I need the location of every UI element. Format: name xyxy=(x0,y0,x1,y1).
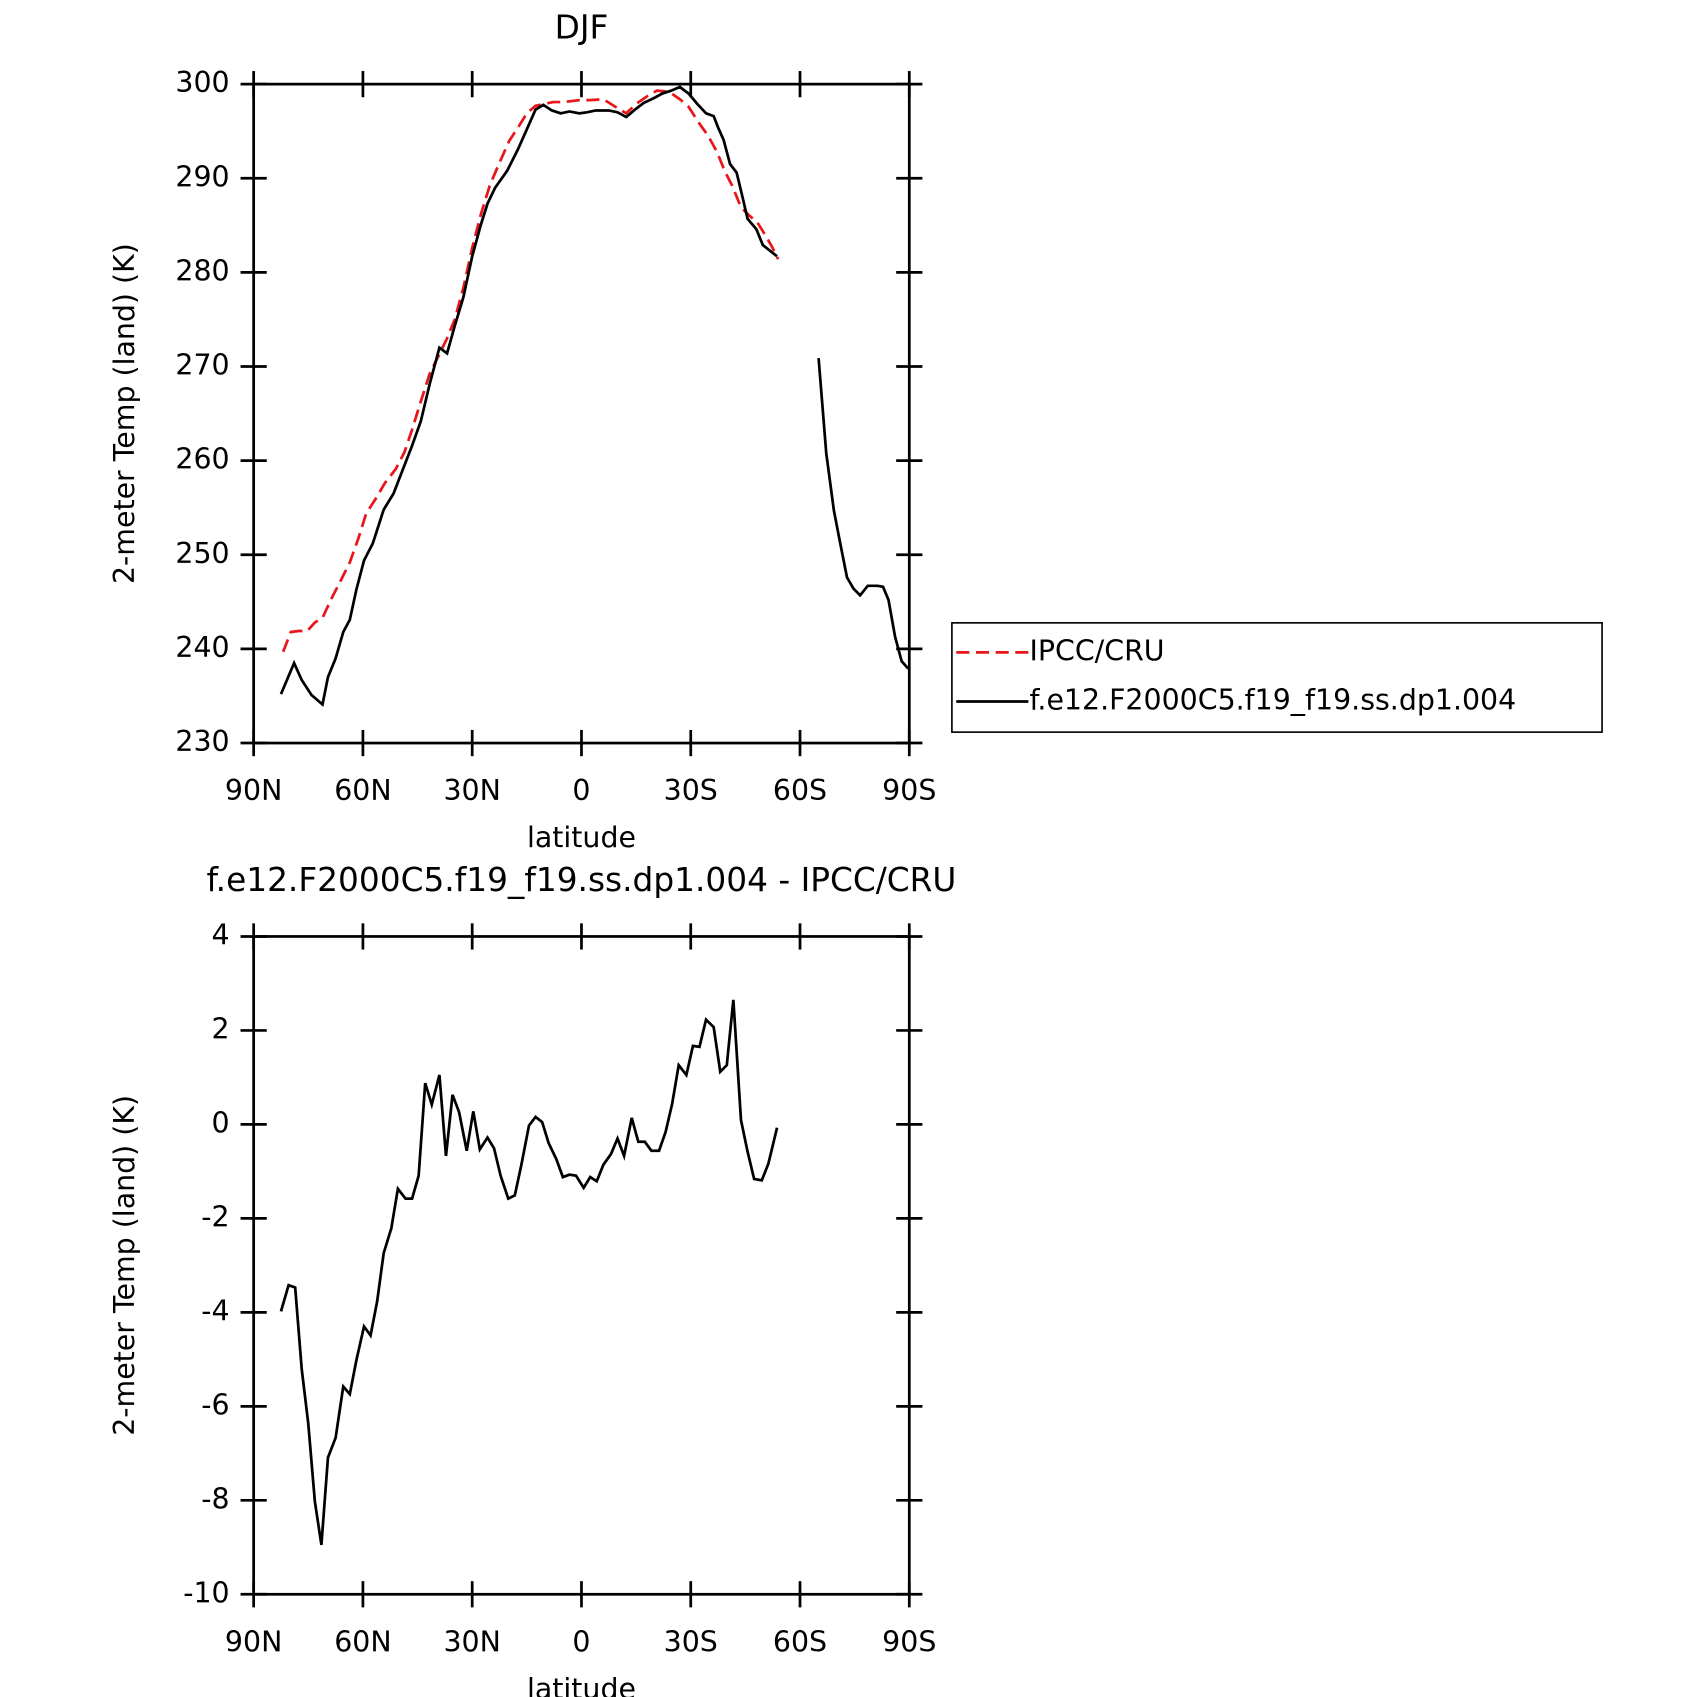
x-tick-label: 60N xyxy=(334,774,391,807)
x-tick-label: 90S xyxy=(882,1625,936,1658)
x-axis-label: latitude xyxy=(527,1672,636,1697)
x-tick-label: 60S xyxy=(773,1625,827,1658)
legend-box xyxy=(951,622,1603,733)
y-tick-label: 2 xyxy=(212,1012,230,1045)
x-tick-label: 90N xyxy=(225,774,282,807)
x-tick-label: 30N xyxy=(443,1625,500,1658)
data-line xyxy=(279,85,910,708)
y-axis-label: 2-meter Temp (land) (K) xyxy=(108,1095,141,1436)
y-tick-label: -8 xyxy=(201,1482,229,1515)
y-tick-label: 290 xyxy=(175,160,229,193)
y-tick-label: -2 xyxy=(201,1200,229,1233)
legend-label: f.e12.F2000C5.f19_f19.ss.dp1.004 xyxy=(1029,684,1516,717)
x-tick-label: 30N xyxy=(443,774,500,807)
y-tick-label: 270 xyxy=(175,349,229,382)
y-tick-label: 300 xyxy=(175,66,229,99)
x-tick-label: 0 xyxy=(572,774,590,807)
y-axis-label: 2-meter Temp (land) (K) xyxy=(108,243,141,584)
y-tick-label: -6 xyxy=(201,1388,229,1421)
plot-frame xyxy=(252,935,911,1596)
x-tick-label: 30S xyxy=(664,774,718,807)
chart-title: DJF xyxy=(555,9,609,47)
x-tick-label: 60S xyxy=(773,774,827,807)
x-tick-label: 90N xyxy=(225,1625,282,1658)
x-tick-label: 30S xyxy=(664,1625,718,1658)
data-line xyxy=(279,999,779,1546)
legend-label: IPCC/CRU xyxy=(1029,634,1164,667)
x-axis-label: latitude xyxy=(527,821,636,854)
data-line xyxy=(281,89,780,653)
y-tick-label: 240 xyxy=(175,631,229,664)
x-tick-label: 60N xyxy=(334,1625,391,1658)
y-tick-label: 260 xyxy=(175,443,229,476)
y-tick-label: 250 xyxy=(175,537,229,570)
plot-frame xyxy=(252,82,911,745)
y-tick-label: 4 xyxy=(212,918,230,951)
y-tick-label: 230 xyxy=(175,725,229,758)
chart-title: f.e12.F2000C5.f19_f19.ss.dp1.004 - IPCC/… xyxy=(207,861,957,899)
y-tick-label: -4 xyxy=(201,1294,229,1327)
y-tick-label: 0 xyxy=(212,1106,230,1139)
y-tick-label: -10 xyxy=(183,1576,229,1609)
y-tick-label: 280 xyxy=(175,254,229,287)
x-tick-label: 0 xyxy=(572,1625,590,1658)
x-tick-label: 90S xyxy=(882,774,936,807)
